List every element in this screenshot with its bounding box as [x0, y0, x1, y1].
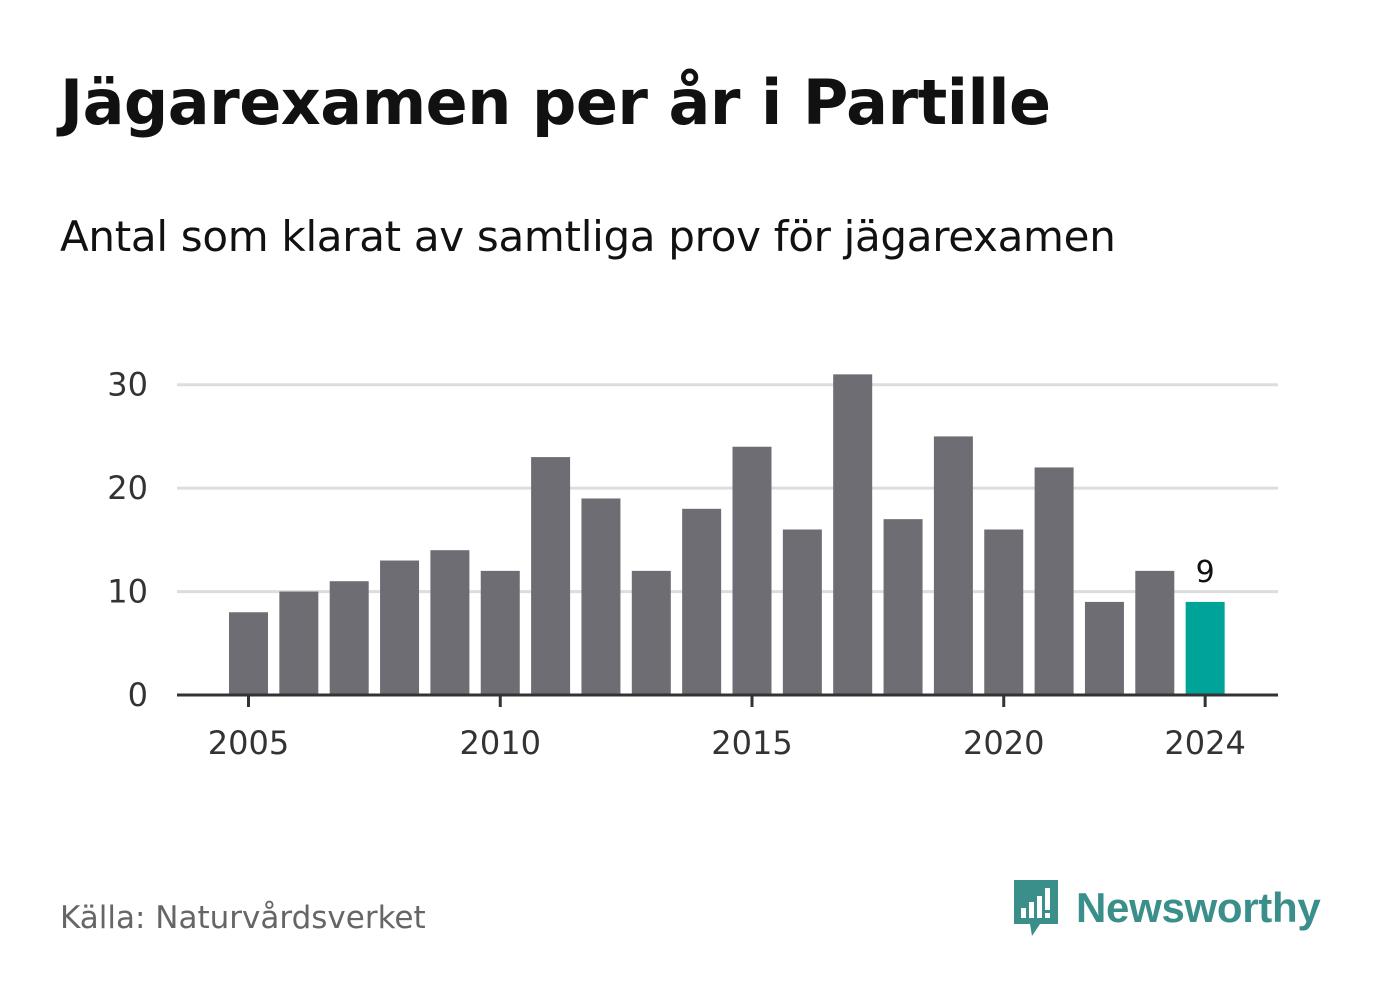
x-tick-label: 2024	[1164, 724, 1245, 762]
data-label: 9	[1196, 555, 1215, 590]
bars	[229, 374, 1225, 695]
chart-title: Jägarexamen per år i Partille	[60, 66, 1051, 139]
bar	[833, 374, 873, 695]
x-tick-label: 2020	[963, 724, 1044, 762]
bar	[279, 591, 319, 695]
bar	[581, 498, 621, 695]
newsworthy-logo-icon	[1014, 880, 1058, 936]
bar	[1135, 570, 1175, 695]
y-tick-label: 0	[128, 676, 148, 714]
labels: 0 10 20 30 2005 2010 2015 2020 2024 9	[107, 366, 1246, 762]
y-tick-label: 10	[107, 573, 148, 611]
x-tick-label: 2010	[460, 724, 541, 762]
bar	[380, 560, 420, 695]
bar	[1084, 601, 1124, 695]
bar	[984, 529, 1024, 695]
bar	[933, 436, 973, 695]
bar	[782, 529, 822, 695]
bar	[732, 446, 772, 695]
bar	[1034, 467, 1074, 695]
bar	[229, 612, 268, 695]
axes	[177, 693, 1278, 707]
bar	[329, 581, 369, 695]
x-tick-label: 2005	[208, 724, 289, 762]
bar	[631, 570, 671, 695]
y-tick-label: 30	[107, 366, 148, 404]
y-tick-label: 20	[107, 469, 148, 507]
x-tick-label: 2015	[711, 724, 792, 762]
bar	[682, 508, 722, 695]
brand-name: Newsworthy	[1076, 884, 1321, 931]
bar	[883, 519, 923, 695]
chart-subtitle: Antal som klarat av samtliga prov för jä…	[60, 212, 1116, 261]
brand-logo: Newsworthy	[1010, 878, 1321, 938]
grid-lines	[177, 383, 1278, 594]
bar	[480, 570, 520, 695]
bar	[1185, 601, 1225, 695]
source-note: Källa: Naturvårdsverket	[60, 900, 426, 936]
bar	[430, 550, 470, 695]
bar	[531, 457, 571, 695]
